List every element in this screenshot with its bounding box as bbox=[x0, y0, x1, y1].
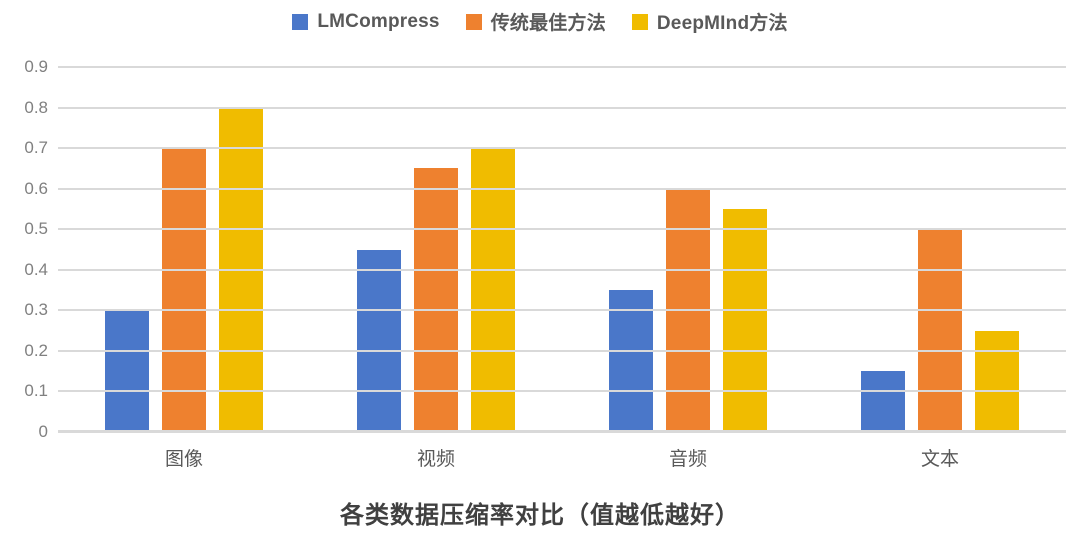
y-tick-label-0: 0 bbox=[38, 422, 48, 441]
legend-swatch-icon bbox=[631, 13, 648, 30]
bar-1-0 bbox=[357, 249, 401, 432]
category-label-2: 音频 bbox=[668, 449, 707, 470]
gridline-0 bbox=[58, 430, 1066, 433]
plot-area: 0 0.1 0.2 0.3 0.4 0.5 0.6 0.7 0.8 0.9 bbox=[24, 57, 1066, 441]
y-tick-label-0.5: 0.5 bbox=[24, 219, 48, 239]
bar-2-0 bbox=[609, 290, 653, 432]
gridline-0.2 bbox=[58, 349, 1066, 352]
bar-1-2 bbox=[471, 148, 515, 432]
bar-0-0 bbox=[105, 310, 149, 432]
legend-item-0: LMCompress bbox=[292, 11, 439, 33]
legend-swatch-icon bbox=[292, 13, 309, 30]
gridline-0.6 bbox=[58, 187, 1066, 190]
gridline-0.3 bbox=[58, 309, 1066, 312]
bar-3-2 bbox=[975, 330, 1019, 432]
bar-2-2 bbox=[723, 208, 767, 432]
bar-1-1 bbox=[414, 168, 458, 432]
gridline-0.1 bbox=[58, 390, 1066, 393]
bars-row bbox=[58, 67, 1066, 432]
category-label-1: 视频 bbox=[416, 449, 455, 470]
bar-group-2 bbox=[562, 67, 814, 432]
gridline-0.7 bbox=[58, 147, 1066, 150]
y-tick-label-0.9: 0.9 bbox=[24, 57, 48, 76]
y-tick-label-0.7: 0.7 bbox=[24, 138, 48, 158]
y-tick-label-0.2: 0.2 bbox=[24, 340, 48, 360]
gridline-0.8 bbox=[58, 106, 1066, 109]
bar-group-1 bbox=[310, 67, 562, 432]
gridline-0.4 bbox=[58, 268, 1066, 271]
gridline-0.9 bbox=[58, 66, 1066, 68]
chart-legend: LMCompress 传统最佳方法 DeepMInd方法 bbox=[0, 8, 1080, 35]
bar-0-1 bbox=[162, 148, 206, 432]
y-tick-label-0.3: 0.3 bbox=[24, 300, 48, 320]
bar-group-0 bbox=[58, 67, 310, 432]
legend-item-1: 传统最佳方法 bbox=[465, 8, 606, 35]
y-tick-label-0.6: 0.6 bbox=[24, 178, 48, 198]
y-tick-label-0.1: 0.1 bbox=[24, 381, 48, 401]
legend-swatch-icon bbox=[465, 13, 482, 30]
chart-title: 各类数据压缩率对比（值越低越好） bbox=[340, 502, 740, 529]
bar-3-1 bbox=[918, 229, 962, 432]
gridline-0.5 bbox=[58, 228, 1066, 231]
y-tick-label-0.8: 0.8 bbox=[24, 97, 48, 117]
category-label-0: 图像 bbox=[164, 449, 203, 470]
legend-label: LMCompress bbox=[317, 10, 440, 32]
legend-label: DeepMInd方法 bbox=[656, 13, 788, 34]
category-label-3: 文本 bbox=[920, 449, 959, 470]
y-tick-label-0.4: 0.4 bbox=[24, 259, 48, 279]
category-axis: 图像 视频 音频 文本 bbox=[58, 444, 1066, 471]
bar-3-0 bbox=[861, 371, 905, 432]
legend-item-2: DeepMInd方法 bbox=[631, 8, 788, 35]
bar-group-3 bbox=[814, 67, 1066, 432]
legend-label: 传统最佳方法 bbox=[490, 13, 606, 34]
